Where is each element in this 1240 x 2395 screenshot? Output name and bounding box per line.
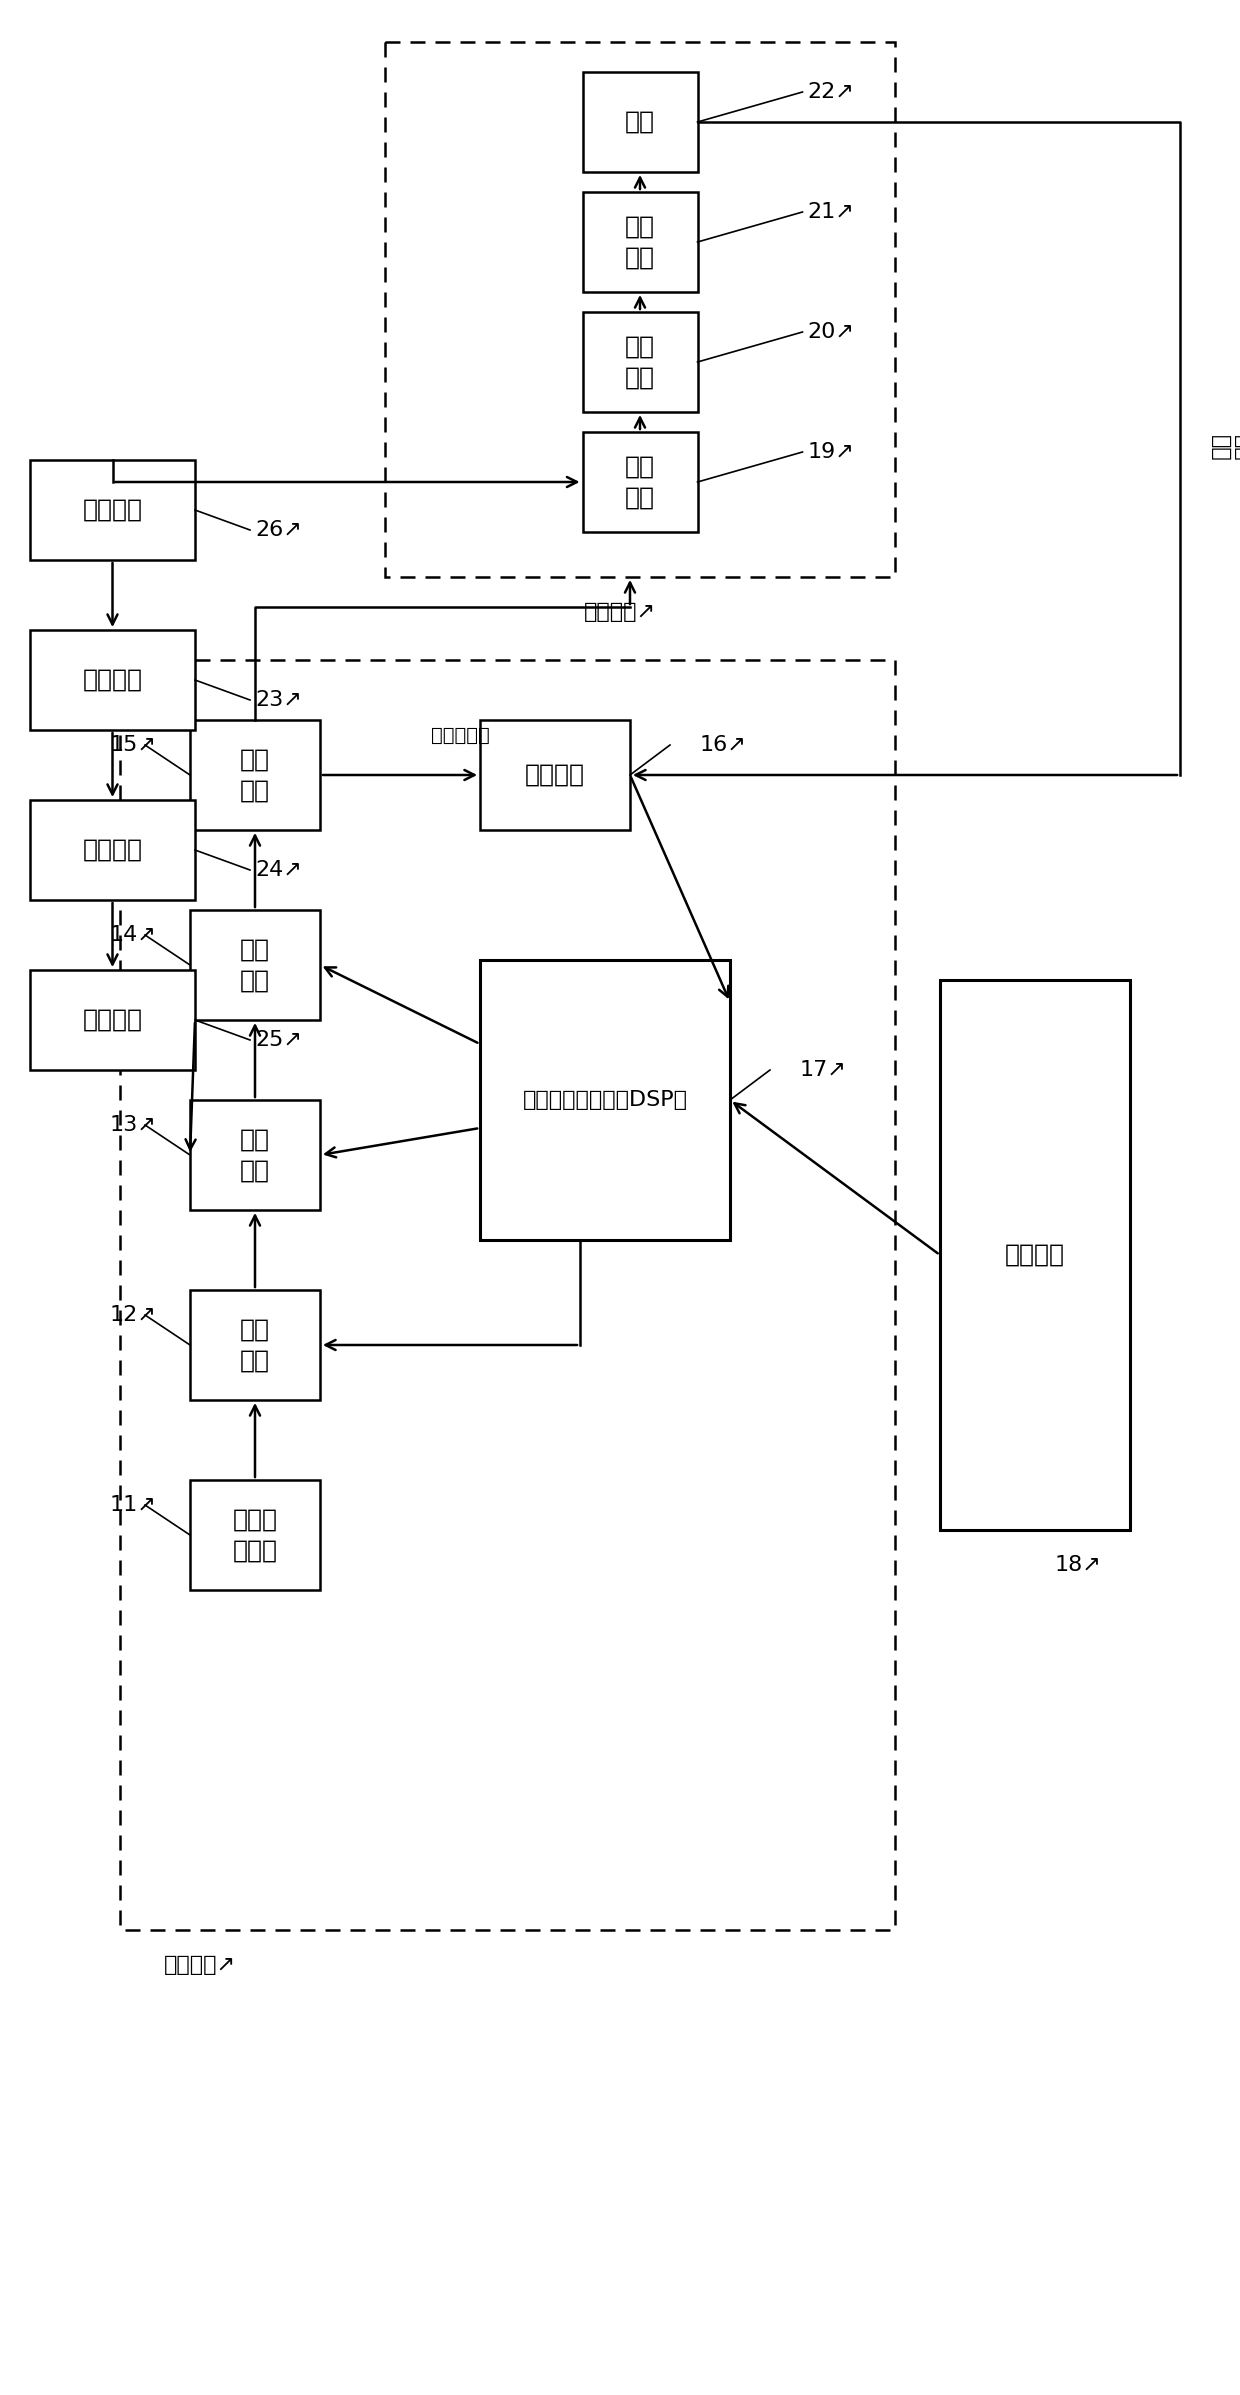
Text: 12↗: 12↗ [110,1305,157,1324]
Bar [583,431,697,532]
Bar [190,1099,320,1209]
Text: 13↗: 13↗ [110,1116,157,1135]
Bar [30,970,195,1071]
Text: 22↗: 22↗ [807,81,854,103]
Text: 反馈电路: 反馈电路 [525,764,585,788]
Bar [190,1291,320,1401]
Bar [940,980,1130,1530]
Text: 14↗: 14↗ [110,924,157,946]
Bar [583,192,697,292]
Text: 24↗: 24↗ [255,860,301,879]
Text: 三相交
流电源: 三相交 流电源 [233,1506,278,1564]
Text: 谐振变压: 谐振变压 [83,838,143,862]
Bar [480,721,630,831]
Bar [30,800,195,901]
Bar [30,630,195,730]
Text: 16↗: 16↗ [701,735,746,754]
Text: 谐振电容: 谐振电容 [83,668,143,692]
Text: 15↗: 15↗ [110,735,157,754]
Text: 逆变
电路: 逆变 电路 [241,936,270,994]
Text: 电压、电流: 电压、电流 [430,726,490,745]
Text: 动力
谐振: 动力 谐振 [625,455,655,510]
Text: 25↗: 25↗ [255,1030,303,1049]
Text: 整流
滤波: 整流 滤波 [241,1317,270,1372]
Text: 原边
电路: 原边 电路 [241,747,270,802]
Text: 26↗: 26↗ [255,520,301,539]
Text: 变换电路: 变换电路 [83,1008,143,1032]
Bar [190,721,320,831]
Text: 数字信号处理器（DSP）: 数字信号处理器（DSP） [522,1090,687,1109]
Text: 高频交换: 高频交换 [83,498,143,522]
Bar [30,460,195,560]
Text: 反馈
电路: 反馈 电路 [1210,436,1240,462]
Text: 待机电路: 待机电路 [1004,1243,1065,1267]
Text: 功率
调节: 功率 调节 [625,213,655,271]
Text: 11↗: 11↗ [110,1494,157,1516]
Text: 19↗: 19↗ [807,443,854,462]
Bar [190,910,320,1020]
Text: 18↗: 18↗ [1055,1554,1102,1576]
Bar [583,72,697,172]
Bar [384,43,895,577]
Text: 负载: 负载 [625,110,655,134]
Bar [583,311,697,412]
Text: 次级电路↗: 次级电路↗ [584,601,656,623]
Text: 21↗: 21↗ [807,201,854,223]
Text: 初级电路↗: 初级电路↗ [164,1954,236,1976]
Text: 17↗: 17↗ [800,1061,847,1080]
Bar [120,661,895,1930]
Bar [480,960,730,1241]
Text: 20↗: 20↗ [807,321,854,342]
Text: 功率
变换: 功率 变换 [241,1128,270,1183]
Text: 23↗: 23↗ [255,690,301,709]
Bar [190,1480,320,1590]
Text: 整流
滤波: 整流 滤波 [625,335,655,390]
